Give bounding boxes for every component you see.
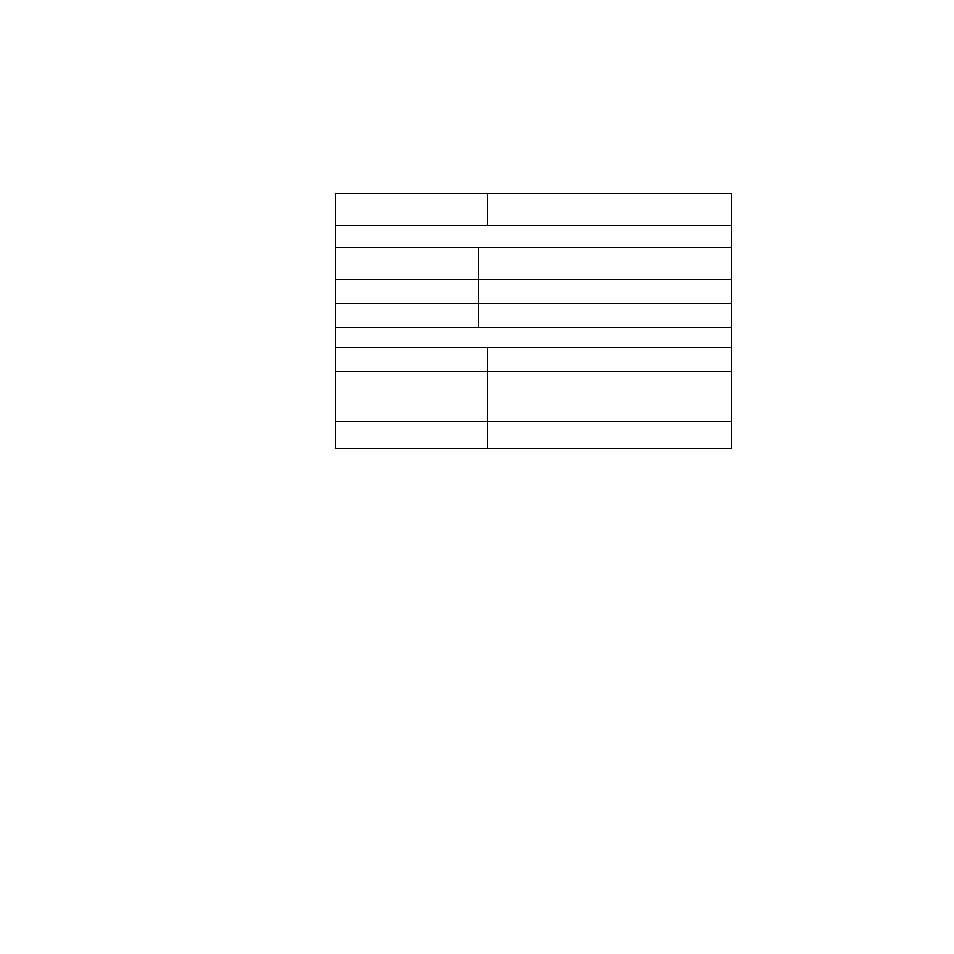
table-cell-right: [479, 304, 731, 327]
table-cell-left: [336, 248, 479, 279]
table-cell: [336, 226, 731, 247]
table-cell-right: [479, 248, 731, 279]
data-table: [335, 193, 732, 449]
table-cell-right: [479, 280, 731, 303]
table-cell-left: [336, 280, 479, 303]
table-cell: [336, 328, 731, 347]
table-cell-right: [488, 372, 731, 421]
table-row: [336, 304, 731, 328]
table-row: [336, 422, 731, 448]
table-row: [336, 226, 731, 248]
table-row: [336, 348, 731, 372]
table-row: [336, 280, 731, 304]
table-row: [336, 248, 731, 280]
table-row: [336, 194, 731, 226]
table-cell-right: [488, 348, 731, 371]
table-cell-left: [336, 194, 488, 225]
table-row: [336, 372, 731, 422]
table-cell-left: [336, 372, 488, 421]
table-cell-left: [336, 422, 488, 448]
table-cell-left: [336, 304, 479, 327]
table-cell-right: [488, 194, 731, 225]
table-cell-left: [336, 348, 488, 371]
table-cell-right: [488, 422, 731, 448]
table-row: [336, 328, 731, 348]
